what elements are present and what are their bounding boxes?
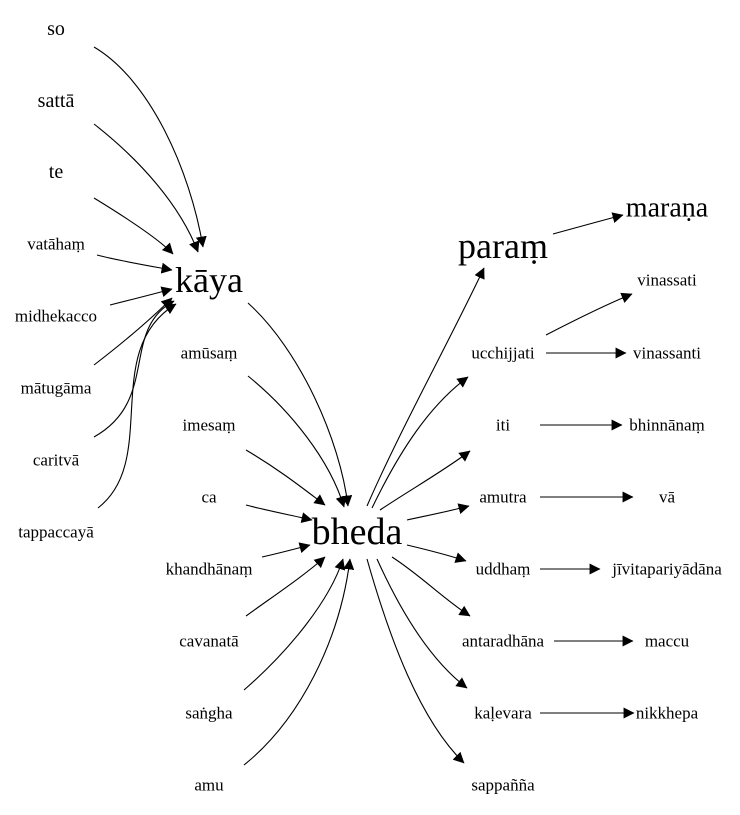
- node-marana: maraṇa: [626, 193, 709, 224]
- edge-khandhanam-to-bheda: [261, 542, 311, 558]
- node-te: te: [49, 161, 64, 183]
- node-amusam: amūsaṃ: [181, 344, 238, 363]
- edge-kaya-to-bheda: [247, 302, 353, 507]
- node-jivitapariyadana: jīvitapariyādāna: [611, 560, 722, 579]
- node-kalevara: kaḷevara: [474, 704, 532, 723]
- edge-vataham-to-kaya: [96, 254, 173, 274]
- edge-amusam-to-bheda: [247, 375, 347, 508]
- node-ca: ca: [201, 488, 217, 507]
- node-layer: so sattā te vatāhaṃ midhekacco mātugāma caritv…: [15, 18, 722, 795]
- node-vataham: vatāhaṃ: [27, 235, 85, 254]
- edge-sangha-to-bheda: [243, 558, 346, 691]
- edge-bheda-to-kalevara: [376, 558, 468, 689]
- node-cavanata: cavanatā: [179, 632, 239, 651]
- node-maccu: maccu: [645, 632, 690, 651]
- node-khandhanam: khandhānaṃ: [166, 560, 253, 579]
- edge-bheda-to-amutra: [406, 503, 470, 521]
- node-bhinnanam: bhinnānaṃ: [629, 416, 705, 435]
- node-caritva: caritvā: [33, 451, 80, 470]
- node-tappaccaya: tappaccayā: [18, 523, 94, 542]
- node-matugama: mātugāma: [21, 379, 92, 398]
- node-sangha: saṅgha: [185, 704, 233, 723]
- edge-so-to-kaya: [93, 46, 207, 248]
- node-antaradhana: antaradhāna: [462, 632, 545, 651]
- node-bheda: bheda: [312, 511, 403, 553]
- edge-ca-to-bheda: [245, 504, 313, 524]
- node-imesam: imesaṃ: [183, 416, 236, 435]
- node-iti: iti: [496, 416, 510, 435]
- edge-bheda-to-ucchijjati: [371, 376, 469, 509]
- node-va: vā: [659, 488, 676, 507]
- node-kaya: kāya: [175, 260, 243, 300]
- edge-bheda-to-iti: [379, 450, 471, 511]
- node-vinassati: vinassati: [637, 271, 697, 290]
- edge-bheda-to-antaradhana: [391, 556, 471, 617]
- edge-bheda-to-param: [366, 267, 485, 507]
- node-vinassanti: vinassanti: [633, 344, 701, 363]
- node-nikkhepa: nikkhepa: [636, 704, 699, 723]
- edge-matugama-to-kaya: [93, 297, 173, 366]
- edge-tappaccaya-to-kaya: [97, 303, 177, 509]
- edge-ucchijjati-to-vinassati: [545, 292, 633, 336]
- edge-layer: [93, 46, 635, 766]
- node-sappanna: sappañña: [471, 776, 535, 795]
- node-amutra: amutra: [479, 488, 527, 507]
- node-amu: amu: [194, 776, 224, 795]
- node-satta: sattā: [38, 90, 75, 112]
- edge-caritva-to-kaya: [93, 300, 175, 438]
- edge-amu-to-bheda: [243, 558, 355, 766]
- edge-cavanata-to-bheda: [245, 556, 326, 617]
- node-midhekacco: midhekacco: [15, 307, 97, 326]
- edge-bheda-to-uddham: [406, 544, 467, 563]
- node-param: paraṃ: [458, 226, 548, 266]
- edge-te-to-kaya: [93, 197, 174, 255]
- node-uddham: uddhaṃ: [476, 560, 531, 579]
- edge-param-to-marana: [552, 212, 624, 235]
- edge-imesam-to-bheda: [245, 449, 326, 506]
- node-ucchijjati: ucchijjati: [471, 344, 535, 363]
- node-so: so: [47, 18, 65, 40]
- edge-bheda-to-sappanna: [366, 558, 465, 764]
- edge-midhekacco-to-kaya: [109, 286, 173, 306]
- edge-satta-to-kaya: [93, 123, 200, 253]
